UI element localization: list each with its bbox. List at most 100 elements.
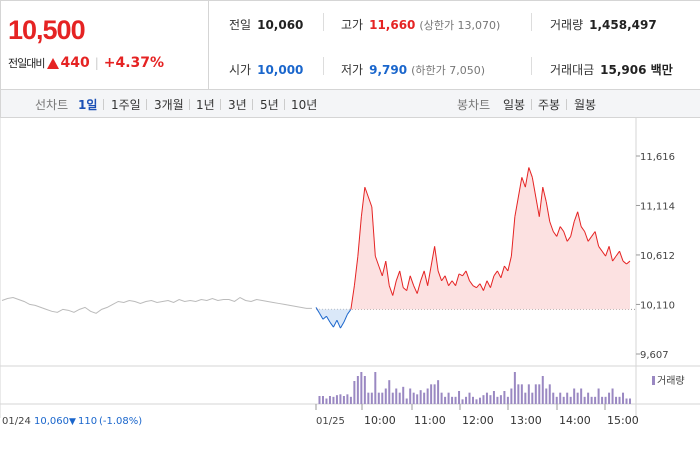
volume-bar xyxy=(534,384,537,404)
volume-bar xyxy=(517,384,520,404)
today-line-segment xyxy=(531,177,537,198)
today-line-segment xyxy=(542,187,547,203)
down-triangle-icon: ▼ xyxy=(69,417,76,427)
volume-bar xyxy=(475,399,478,404)
today-line-segment xyxy=(479,283,484,291)
tab-3month[interactable]: 3개월 xyxy=(154,98,184,112)
today-line-segment xyxy=(472,285,477,289)
up-triangle-icon xyxy=(47,57,60,69)
volume-bar xyxy=(485,392,488,404)
volume-bar xyxy=(541,376,544,404)
change-label: 전일대비 xyxy=(8,57,45,70)
today-line-segment xyxy=(591,231,596,237)
today-line-segment xyxy=(437,270,443,281)
volume-bars: 거래량 xyxy=(318,372,685,404)
today-line-segment xyxy=(517,177,523,198)
today-line-segment xyxy=(343,314,348,323)
tab-5year[interactable]: 5년 xyxy=(260,98,279,112)
x-tick-label: 13:00 xyxy=(510,414,542,427)
divider xyxy=(323,57,324,75)
today-line-segment xyxy=(612,255,617,262)
tab-3year[interactable]: 3년 xyxy=(228,98,247,112)
today-line-segment xyxy=(559,226,565,232)
down-area xyxy=(316,309,630,329)
today-line-segment xyxy=(448,280,453,286)
volume-bar xyxy=(454,396,457,404)
volume-bar xyxy=(430,384,433,404)
tab-daily-candle[interactable]: 일봉 xyxy=(503,98,526,112)
prev-close-text: 10,060 xyxy=(34,416,69,427)
volume-bar xyxy=(524,392,527,404)
today-line-segment xyxy=(360,187,366,217)
tab-1week[interactable]: 1주일 xyxy=(111,98,141,112)
today-line-segment xyxy=(434,246,439,271)
today-line-segment xyxy=(444,275,450,286)
line-chart-label: 선차트 xyxy=(35,98,69,112)
volume-bar xyxy=(381,392,384,404)
today-line-segment xyxy=(322,315,327,320)
today-line-segment xyxy=(615,250,620,257)
today-line-segment xyxy=(315,307,320,314)
volume-bar xyxy=(374,372,377,404)
volume-bar xyxy=(468,392,471,404)
prev-change-text: 110 xyxy=(78,416,97,427)
volume-bar xyxy=(405,398,408,404)
volume-bar xyxy=(590,396,593,404)
today-line-segment xyxy=(332,319,338,328)
volume-bar xyxy=(451,396,454,404)
volume-bar xyxy=(321,396,324,404)
tab-weekly-candle[interactable]: 주봉 xyxy=(538,98,561,112)
volume-bar xyxy=(548,384,551,404)
volume-bar xyxy=(377,392,380,404)
volume-bar xyxy=(594,396,597,404)
volume-bar xyxy=(395,388,398,404)
volume-bar xyxy=(520,384,523,404)
x-tick-label: 12:00 xyxy=(462,414,494,427)
volume-bar xyxy=(335,395,338,404)
tab-10year[interactable]: 10년 xyxy=(291,98,318,112)
volume-bar xyxy=(615,396,618,404)
volume-bar xyxy=(587,392,590,404)
volume-bar xyxy=(384,388,387,404)
tab-monthly-candle[interactable]: 월봉 xyxy=(574,98,597,112)
prev-pct-text: (-1.08%) xyxy=(99,416,142,427)
today-line-segment xyxy=(416,280,422,294)
chart-series xyxy=(1,167,636,329)
tab-1year[interactable]: 1년 xyxy=(196,98,215,112)
volume-bar xyxy=(618,396,621,404)
prev-day-line xyxy=(1,296,312,314)
volume-bar xyxy=(608,392,611,404)
x-tick-label: 15:00 xyxy=(607,414,639,427)
today-line-segment xyxy=(402,287,408,292)
volume-legend-label: 거래량 xyxy=(657,375,685,387)
stat-prev-close: 전일 10,060 xyxy=(229,18,304,32)
volume-bar xyxy=(325,398,328,404)
divider xyxy=(146,99,147,110)
today-line-segment xyxy=(608,246,614,262)
today-line-segment xyxy=(566,236,572,242)
stat-high: 고가 11,660 (상한가 13,070) xyxy=(341,18,501,32)
today-line-segment xyxy=(441,275,446,282)
volume-bar xyxy=(622,392,625,404)
volume-bar xyxy=(440,392,443,404)
volume-bar xyxy=(465,396,468,404)
volume-bar xyxy=(555,396,558,404)
divider xyxy=(220,99,221,110)
today-line-segment xyxy=(385,260,390,286)
today-line-segment xyxy=(622,260,627,265)
tab-1day[interactable]: 1일 xyxy=(78,98,98,112)
volume-bar xyxy=(433,384,436,404)
change-row: 전일대비 440 | +4.37% xyxy=(8,55,164,71)
current-price: 10,500 xyxy=(8,15,86,45)
today-line-segment xyxy=(524,167,530,188)
volume-bar xyxy=(506,396,509,404)
price-chart: 11,616 11,114 10,612 10,110 9,607 거래량 01/24 1… xyxy=(0,118,700,450)
candle-chart-label: 봉차트 xyxy=(457,98,491,112)
x-axis: 01/24 10,060 ▼ 110 (-1.08%) 01/25 10:00 11:00 12… xyxy=(2,404,639,427)
today-line-segment xyxy=(528,167,533,178)
volume-bar xyxy=(583,396,586,404)
today-line-segment xyxy=(493,270,498,277)
volume-bar xyxy=(489,395,492,404)
today-line-segment xyxy=(458,273,463,277)
